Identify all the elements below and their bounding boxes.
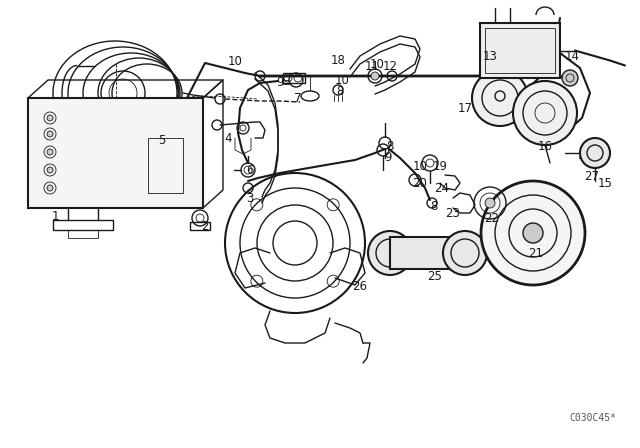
Text: 9: 9	[384, 151, 392, 164]
Bar	[148, 138, 183, 193]
Bar	[283, 73, 305, 83]
Bar	[68, 230, 98, 238]
Circle shape	[368, 231, 412, 275]
Bar	[190, 222, 210, 230]
Text: C030C45*: C030C45*	[570, 413, 616, 423]
Circle shape	[562, 70, 578, 86]
Circle shape	[47, 167, 53, 173]
Text: 11: 11	[365, 60, 380, 73]
Text: 7: 7	[294, 91, 301, 104]
Circle shape	[371, 72, 379, 80]
Text: 21: 21	[529, 246, 543, 259]
Bar	[28, 98, 203, 208]
Text: 23: 23	[445, 207, 460, 220]
Text: 24: 24	[435, 181, 449, 194]
Text: 4: 4	[224, 132, 232, 145]
Bar	[390, 237, 465, 269]
Text: 10: 10	[369, 57, 385, 70]
Circle shape	[47, 131, 53, 137]
Text: 20: 20	[413, 177, 428, 190]
Bar	[485, 28, 555, 73]
Text: 9: 9	[276, 76, 284, 89]
Text: 16: 16	[538, 139, 552, 152]
Text: 8: 8	[387, 139, 394, 152]
Text: 8: 8	[430, 199, 438, 212]
Text: 14: 14	[564, 49, 579, 63]
Text: 19: 19	[433, 159, 447, 172]
Text: 25: 25	[428, 270, 442, 283]
Text: 26: 26	[353, 280, 367, 293]
Circle shape	[472, 70, 528, 126]
Text: 12: 12	[383, 60, 397, 73]
Text: 2: 2	[201, 220, 209, 233]
Circle shape	[47, 185, 53, 191]
Circle shape	[443, 231, 487, 275]
Text: 10: 10	[413, 159, 428, 172]
Text: 17: 17	[458, 102, 472, 115]
Circle shape	[523, 223, 543, 243]
Text: 18: 18	[331, 53, 346, 66]
Circle shape	[481, 181, 585, 285]
Text: 5: 5	[158, 134, 166, 146]
Circle shape	[47, 115, 53, 121]
Ellipse shape	[301, 91, 319, 101]
Text: 1: 1	[51, 210, 59, 223]
Text: 10: 10	[335, 73, 349, 86]
Circle shape	[47, 149, 53, 155]
Circle shape	[485, 198, 495, 208]
Text: 22: 22	[484, 211, 499, 224]
Text: 6: 6	[246, 164, 253, 177]
Text: 15: 15	[598, 177, 612, 190]
Text: 10: 10	[228, 55, 243, 68]
Text: 13: 13	[483, 49, 497, 63]
Circle shape	[513, 81, 577, 145]
Text: 27: 27	[584, 169, 600, 182]
Text: 3: 3	[246, 191, 253, 204]
Text: 8: 8	[336, 85, 344, 98]
Circle shape	[580, 138, 610, 168]
Bar	[480, 23, 560, 78]
